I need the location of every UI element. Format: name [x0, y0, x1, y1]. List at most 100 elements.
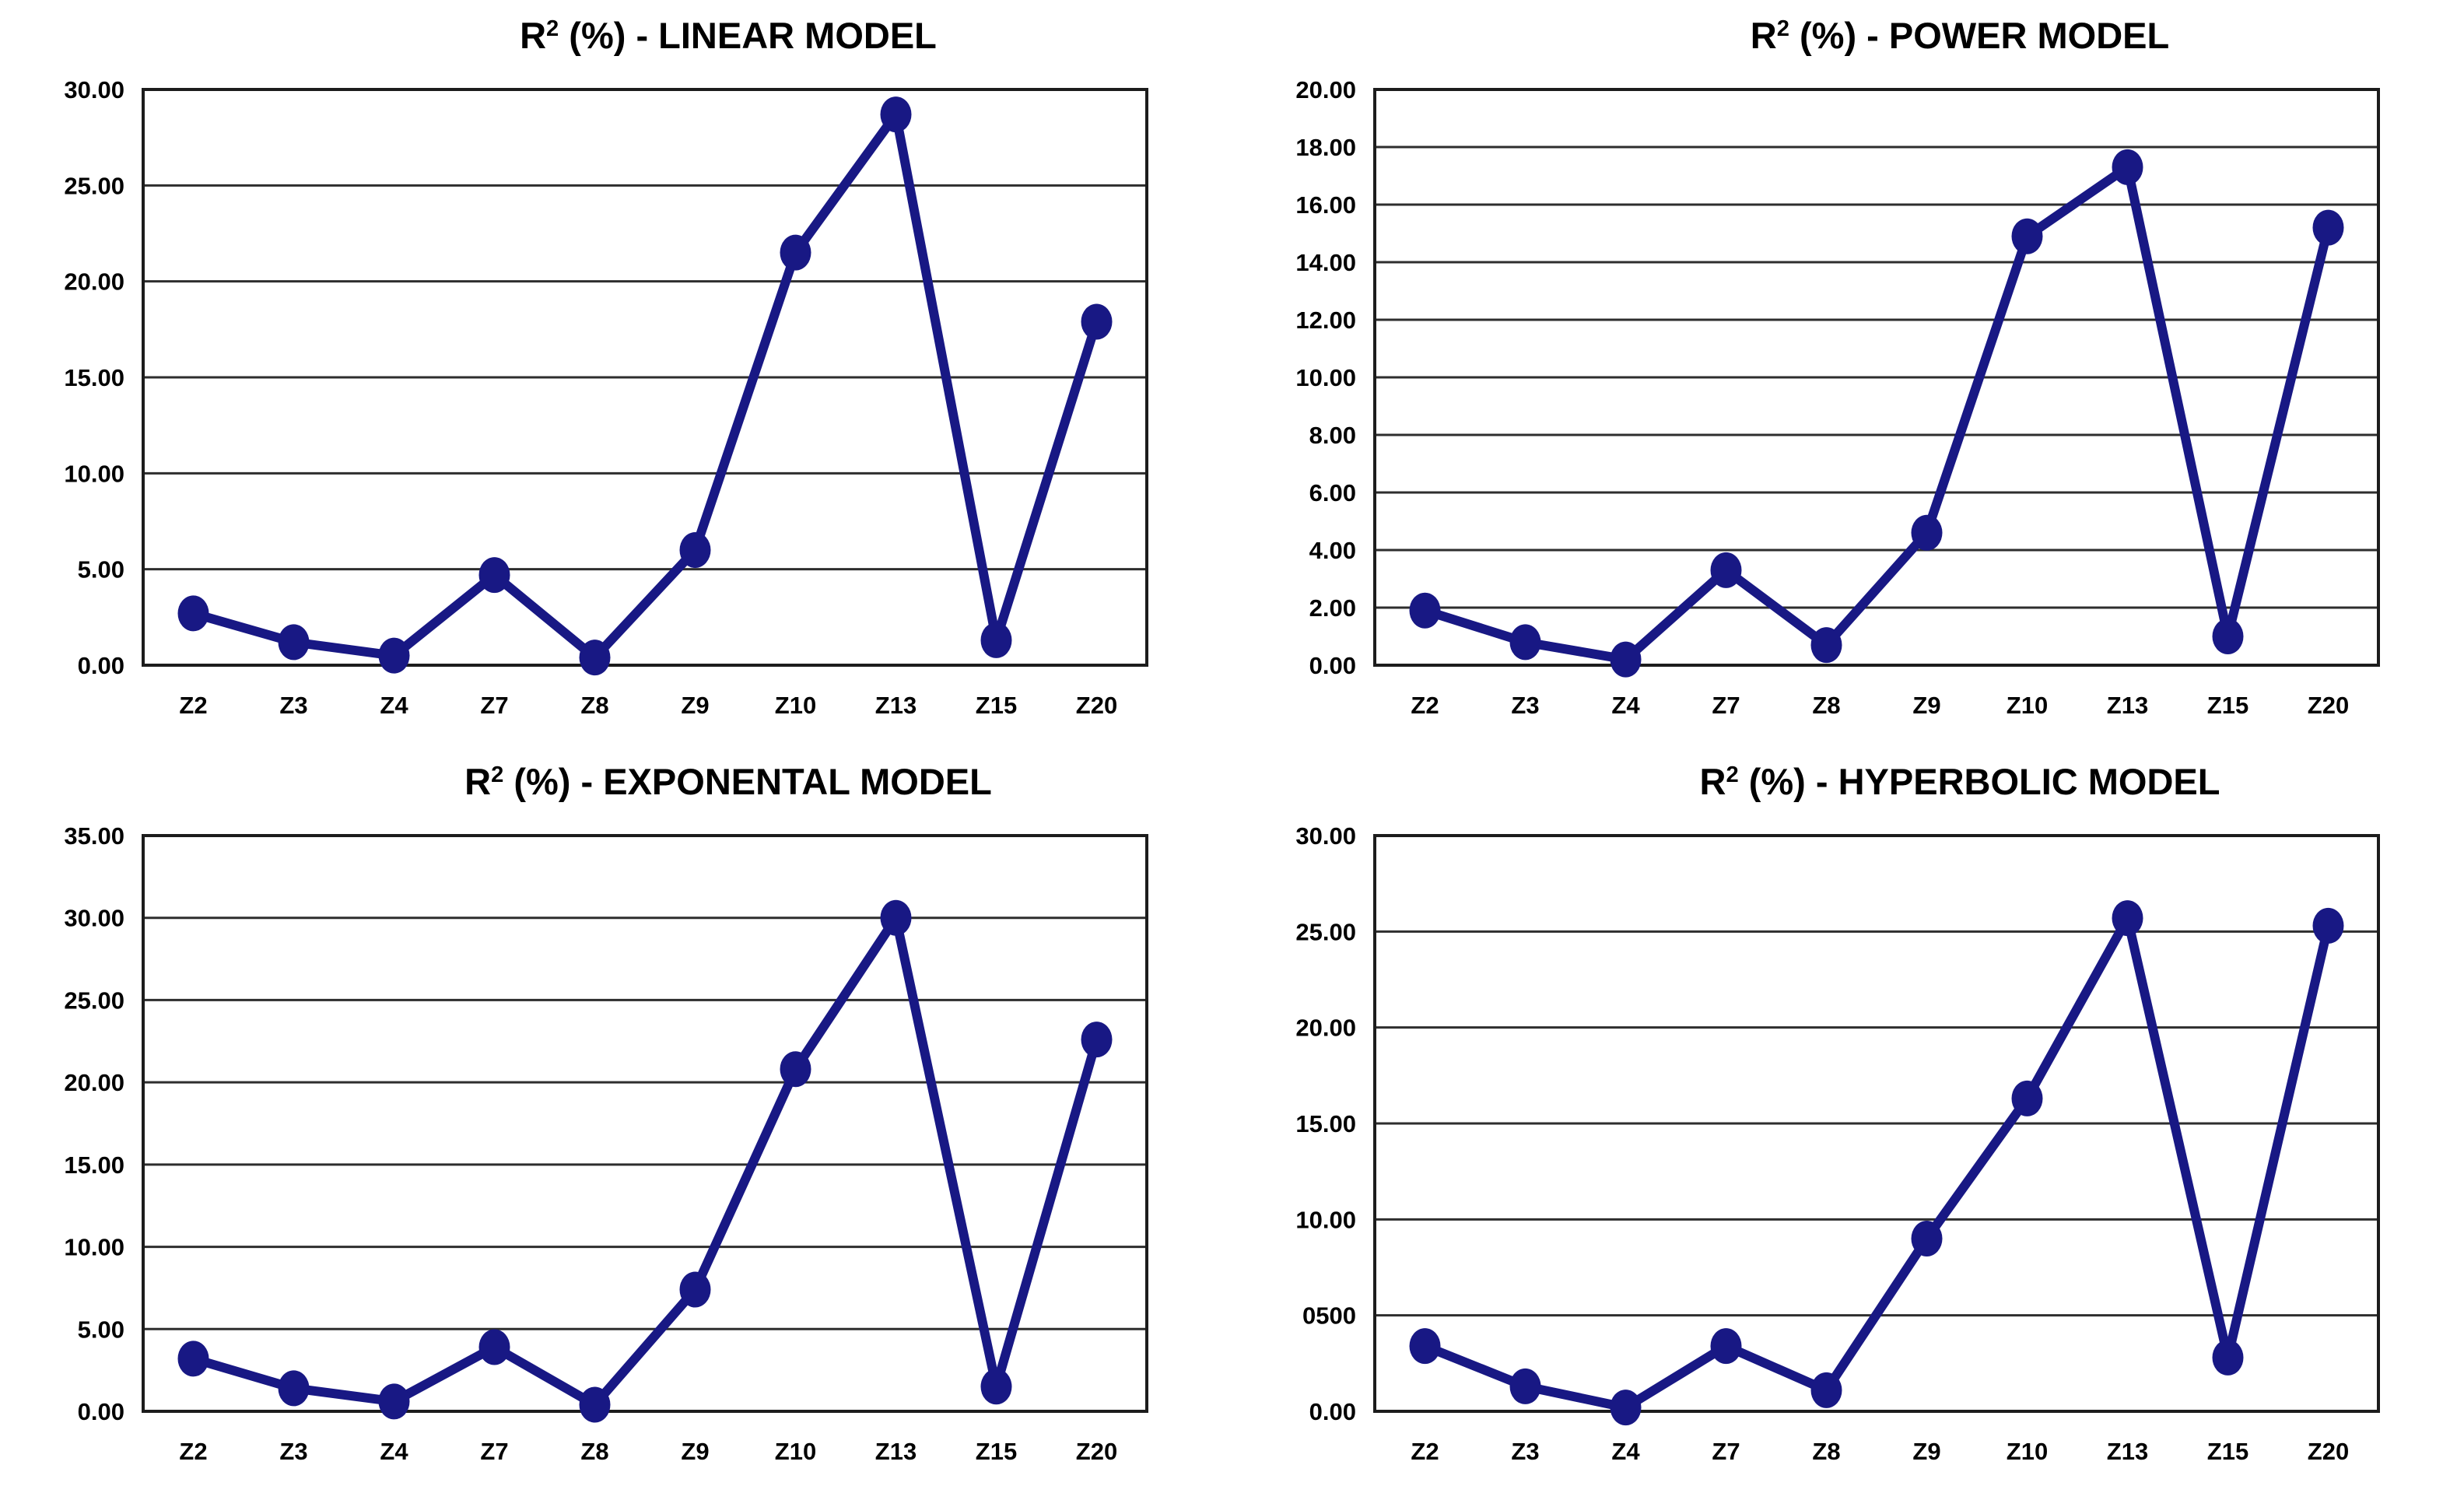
data-point-Z7 — [1710, 1328, 1742, 1365]
plot-border — [142, 834, 1148, 1413]
y-tick-label: 5.00 — [78, 1316, 124, 1343]
x-tick-label: Z2 — [179, 1438, 207, 1465]
x-tick-label: Z15 — [2207, 692, 2248, 719]
title-base: R — [1699, 761, 1726, 802]
data-point-Z15 — [2212, 619, 2244, 654]
data-point-Z4 — [378, 637, 410, 674]
chart-panel-linear: R2 (%) - LINEAR MODEL 30.00 25.00 20.00 15.… — [0, 0, 1232, 746]
x-tick-label: Z13 — [2107, 1438, 2148, 1465]
title-rest: (%) - HYPERBOLIC MODEL — [1738, 761, 2220, 802]
data-point-Z13 — [2112, 900, 2143, 937]
data-point-Z3 — [278, 624, 310, 661]
y-tick-label: 0.00 — [78, 1398, 124, 1425]
x-tick-label: Z4 — [380, 692, 408, 719]
data-point-Z3 — [278, 1370, 310, 1407]
data-point-Z20 — [2312, 209, 2344, 246]
y-tick-label: 2.00 — [1309, 594, 1356, 622]
data-point-Z20 — [1081, 303, 1113, 340]
chart-title-linear: R2 (%) - LINEAR MODEL — [12, 14, 1179, 57]
data-point-Z9 — [679, 1271, 711, 1308]
data-point-Z4 — [378, 1383, 410, 1420]
x-tick-label: Z20 — [2308, 692, 2349, 719]
x-tick-label: Z9 — [681, 1438, 709, 1465]
data-series-line — [188, 110, 1102, 663]
data-series-line — [1420, 913, 2333, 1413]
x-tick-label: Z2 — [179, 692, 207, 719]
y-tick-label: 20.00 — [64, 268, 124, 296]
y-tick-label: 0500 — [1302, 1302, 1356, 1330]
y-tick-label: 14.00 — [1295, 249, 1356, 276]
x-tick-label: Z4 — [380, 1438, 408, 1465]
data-point-Z15 — [980, 622, 1012, 658]
x-tick-label: Z2 — [1411, 692, 1439, 719]
title-rest: (%) - LINEAR MODEL — [559, 15, 937, 56]
chart-title-exponental: R2 (%) - EXPONENTAL MODEL — [12, 760, 1179, 803]
y-tick-label: 6.00 — [1309, 479, 1356, 506]
data-point-Z20 — [1081, 1022, 1113, 1058]
data-point-Z2 — [1409, 1328, 1441, 1365]
x-tick-label: Z4 — [1611, 692, 1640, 719]
y-tick-label: 0.00 — [78, 652, 124, 679]
x-tick-label: Z7 — [480, 1438, 508, 1465]
x-tick-label: Z8 — [1812, 1438, 1840, 1465]
data-point-Z4 — [1610, 1390, 1642, 1426]
y-tick-label: 20.00 — [1295, 1015, 1356, 1042]
data-point-Z7 — [1710, 552, 1742, 588]
y-tick-label: 30.00 — [64, 76, 124, 103]
chart-title-power: R2 (%) - POWER MODEL — [1244, 14, 2411, 57]
y-tick-label: 30.00 — [64, 905, 124, 932]
plot-border — [142, 88, 1148, 667]
title-superscript: 2 — [491, 762, 504, 787]
y-tick-label: 25.00 — [1295, 918, 1356, 945]
x-tick-label: Z10 — [775, 692, 816, 719]
y-tick-label: 15.00 — [64, 1151, 124, 1179]
y-tick-label: 15.00 — [1295, 1110, 1356, 1137]
chart-panel-exponental: R2 (%) - EXPONENTAL MODEL 35.00 30.00 25.0… — [0, 746, 1232, 1493]
y-tick-label: 8.00 — [1309, 422, 1356, 449]
data-point-Z9 — [1911, 1221, 1943, 1256]
data-point-Z8 — [579, 1386, 611, 1423]
y-tick-label: 30.00 — [1295, 822, 1356, 850]
x-tick-label: Z3 — [279, 692, 307, 719]
data-point-Z13 — [2112, 149, 2143, 185]
title-superscript: 2 — [546, 16, 559, 41]
title-rest: (%) - EXPONENTAL MODEL — [503, 761, 992, 802]
plot-border — [1373, 88, 2380, 667]
title-base: R — [520, 15, 547, 56]
data-point-Z13 — [880, 899, 912, 936]
y-tick-label: 16.00 — [1295, 191, 1356, 219]
x-tick-label: Z20 — [2308, 1438, 2349, 1465]
plot-border — [1373, 834, 2380, 1413]
y-tick-label: 10.00 — [1295, 364, 1356, 391]
line-chart-power: 20.00 18.00 16.00 14.00 12.00 10.00 8.00 6.00 4.… — [1295, 76, 2380, 719]
y-tick-label: 0.00 — [1309, 1398, 1356, 1425]
data-point-Z3 — [1509, 1368, 1541, 1404]
y-tick-label: 18.00 — [1295, 134, 1356, 161]
x-tick-label: Z9 — [1912, 1438, 1940, 1465]
data-point-Z9 — [1911, 514, 1943, 551]
data-series-line — [1420, 162, 2333, 664]
data-point-Z15 — [2212, 1339, 2244, 1376]
y-tick-label: 35.00 — [64, 822, 124, 850]
x-tick-label: Z10 — [2007, 692, 2048, 719]
y-tick-label: 12.00 — [1295, 307, 1356, 334]
x-tick-label: Z10 — [775, 1438, 816, 1465]
y-tick-label: 25.00 — [64, 172, 124, 199]
data-point-Z7 — [478, 557, 510, 594]
y-tick-label: 10.00 — [64, 460, 124, 487]
x-tick-label: Z15 — [976, 1438, 1017, 1465]
y-tick-label: 10.00 — [64, 1234, 124, 1261]
y-tick-label: 25.00 — [64, 987, 124, 1014]
x-tick-label: Z7 — [1712, 692, 1740, 719]
data-point-Z3 — [1509, 624, 1541, 661]
x-tick-label: Z13 — [2107, 692, 2148, 719]
x-tick-label: Z20 — [1076, 1438, 1117, 1465]
line-chart-linear: 30.00 25.00 20.00 15.00 10.00 5.00 0.00 Z2 Z3 Z4 Z… — [64, 76, 1148, 719]
x-tick-label: Z9 — [681, 692, 709, 719]
line-chart-exponental: 35.00 30.00 25.00 20.00 15.00 10.00 5.00 0.00 Z2… — [64, 822, 1148, 1465]
data-point-Z10 — [2011, 218, 2043, 254]
x-tick-label: Z15 — [2207, 1438, 2248, 1465]
y-tick-label: 0.00 — [1309, 652, 1356, 679]
data-point-Z10 — [780, 234, 811, 271]
